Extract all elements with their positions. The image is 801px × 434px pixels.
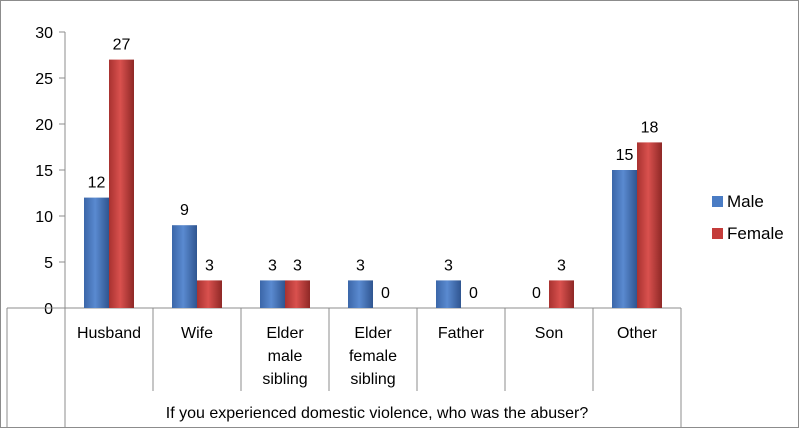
data-label-female: 3 (293, 257, 302, 274)
y-tick-label: 0 (44, 301, 53, 318)
y-tick-label: 5 (44, 255, 53, 272)
data-label-female: 0 (381, 285, 390, 302)
category-label: Son (535, 325, 563, 342)
bar-female (285, 280, 310, 308)
bar-female (109, 59, 134, 308)
x-axis-title: If you experienced domestic violence, wh… (166, 405, 589, 422)
category-label: Wife (181, 325, 213, 342)
category-label: Husband (77, 325, 141, 342)
bar-male (348, 280, 373, 308)
category-label: Elder male sibling (262, 325, 307, 388)
legend-swatch-male (712, 196, 723, 207)
data-label-female: 18 (641, 119, 659, 136)
data-label-male: 15 (616, 147, 634, 164)
y-tick-label: 30 (35, 25, 53, 42)
bar-male (612, 170, 637, 308)
data-label-female: 3 (205, 257, 214, 274)
data-label-male: 3 (356, 257, 365, 274)
data-label-male: 0 (532, 285, 541, 302)
bar-male (172, 225, 197, 308)
data-label-male: 12 (88, 175, 106, 192)
data-label-male: 9 (180, 202, 189, 219)
data-label-male: 3 (268, 257, 277, 274)
category-label: Father (438, 325, 485, 342)
bar-male (436, 280, 461, 308)
y-tick-label: 20 (35, 117, 53, 134)
data-label-female: 27 (113, 37, 131, 54)
bar-female (197, 280, 222, 308)
bar-male (260, 280, 285, 308)
category-label: Other (617, 325, 658, 342)
y-tick-label: 10 (35, 209, 53, 226)
bar-female (637, 142, 662, 308)
legend-label-female: Female (727, 224, 784, 243)
y-tick-label: 15 (35, 163, 53, 180)
y-tick-label: 25 (35, 71, 53, 88)
bar-female (549, 280, 574, 308)
data-label-female: 0 (469, 285, 478, 302)
data-label-female: 3 (557, 257, 566, 274)
legend-label-male: Male (727, 192, 764, 211)
bar-male (84, 197, 109, 308)
category-label: Elder female sibling (349, 325, 397, 388)
legend-swatch-female (712, 228, 723, 239)
data-label-male: 3 (444, 257, 453, 274)
